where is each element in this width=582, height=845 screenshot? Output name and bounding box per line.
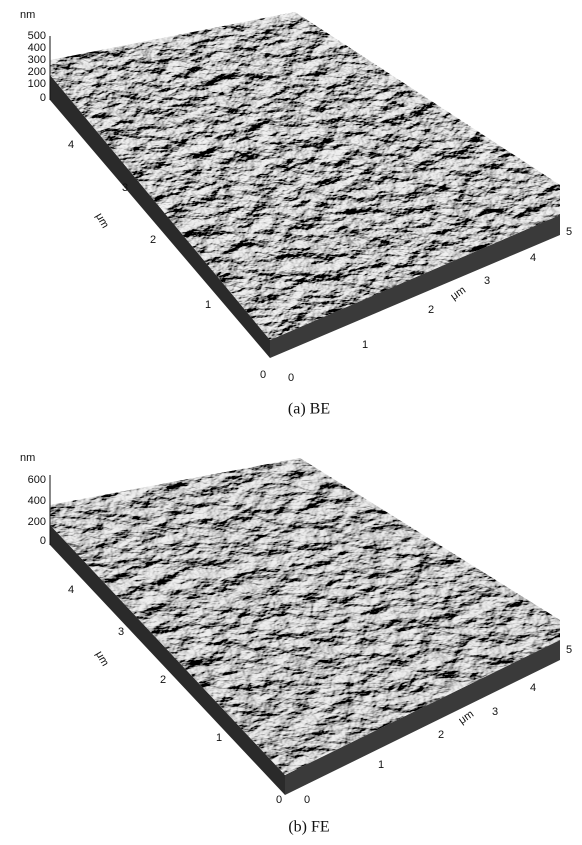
panel-a: nm 500 400 300 200 100 0 4 3 μm 2 1 0 0 …: [20, 9, 572, 418]
x-tick-label: 4: [530, 682, 536, 694]
z-unit: nm: [20, 452, 35, 464]
x-tick-label: 3: [492, 706, 498, 718]
z-tick-label: 300: [28, 54, 46, 66]
surface-side: [285, 640, 560, 795]
y-tick-label: 2: [150, 234, 156, 246]
z-tick-label: 400: [28, 42, 46, 54]
surface-side: [50, 75, 270, 358]
x-tick-label: 1: [362, 339, 368, 351]
y-tick-label: 3: [122, 182, 128, 194]
x-tick-label: 5: [566, 644, 572, 656]
x-tick-label: 0: [288, 372, 294, 384]
z-tick-label: 600: [28, 474, 46, 486]
surface-side: [270, 215, 560, 358]
z-tick-label: 200: [28, 66, 46, 78]
afm-surface: [50, 12, 560, 340]
x-tick-label: 1: [378, 759, 384, 771]
x-tick-label: 2: [428, 304, 434, 316]
y-tick-label: 4: [68, 584, 74, 596]
x-axis-label: μm: [457, 708, 477, 727]
y-tick-label: 4: [68, 139, 74, 151]
x-tick-label: 0: [304, 794, 310, 806]
x-tick-label: 3: [484, 275, 490, 287]
y-tick-label: 0: [276, 794, 282, 806]
z-tick-label: 400: [28, 495, 46, 507]
surface-side: [50, 525, 285, 795]
y-tick-label: 0: [260, 369, 266, 381]
y-tick-label: 1: [216, 732, 222, 744]
z-tick-label: 0: [40, 535, 46, 547]
z-tick-label: 0: [40, 92, 46, 104]
z-tick-label: 500: [28, 30, 46, 42]
z-unit: nm: [20, 9, 35, 21]
x-tick-label: 5: [566, 226, 572, 238]
x-axis-label: μm: [449, 284, 469, 303]
x-tick-label: 2: [438, 729, 444, 741]
x-tick-label: 4: [530, 252, 536, 264]
y-tick-label: 1: [205, 299, 211, 311]
caption: (b) FE: [288, 819, 329, 836]
z-tick-label: 200: [28, 516, 46, 528]
panel-b: nm 600 400 200 0 4 3 μm 2 1 0 0 1 2 μm 3…: [20, 452, 572, 836]
y-axis-label: μm: [93, 211, 111, 230]
y-axis-label: μm: [93, 649, 111, 668]
y-tick-label: 2: [160, 674, 166, 686]
z-tick-label: 100: [28, 78, 46, 90]
afm-surface: [50, 458, 560, 775]
y-tick-label: 3: [118, 626, 124, 638]
caption: (a) BE: [288, 401, 330, 418]
